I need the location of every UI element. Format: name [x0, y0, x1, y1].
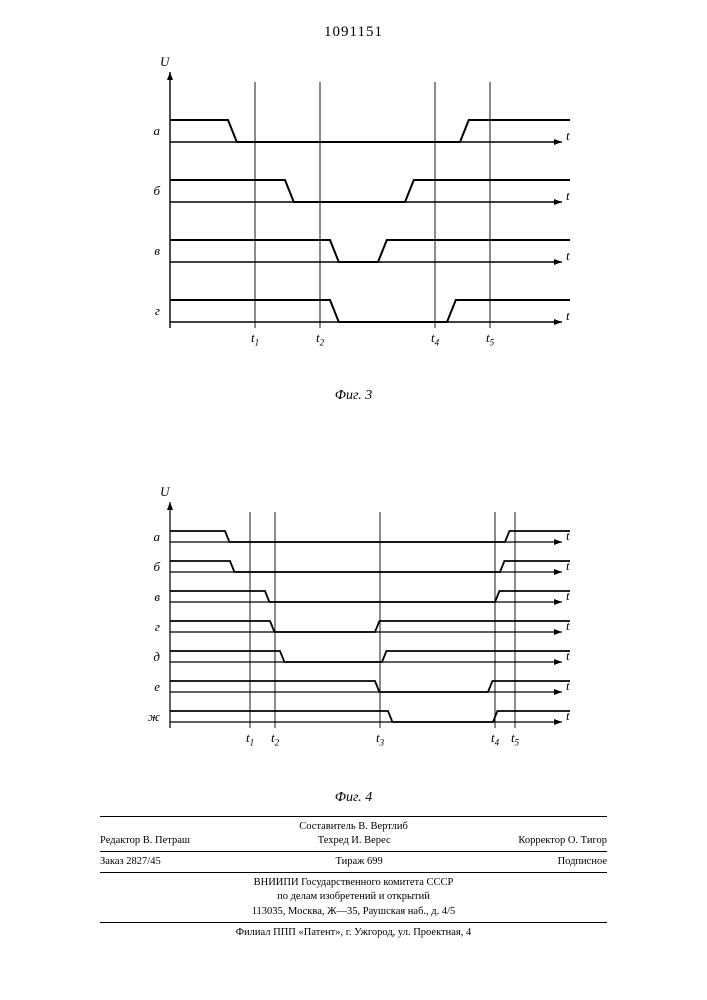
x-tick-label: t2	[316, 330, 324, 348]
x-tick-label: t3	[376, 730, 384, 748]
footer-org1: ВНИИПИ Государственного комитета СССР	[100, 876, 607, 890]
fig-row-label: б	[146, 559, 160, 575]
figure-3: U аtбtвtгtt1t2t4t5	[140, 70, 580, 358]
fig4-caption: Фиг. 4	[0, 790, 707, 806]
fig4-svg	[140, 500, 580, 758]
axis-t-label: t	[566, 708, 570, 724]
fig3-y-label: U	[160, 54, 169, 70]
x-tick-label: t4	[431, 330, 439, 348]
axis-t-label: t	[566, 648, 570, 664]
fig-row-label: а	[146, 529, 160, 545]
footer-editor: Редактор В. Петраш	[100, 834, 190, 848]
x-tick-label: t5	[486, 330, 494, 348]
fig-row-label: в	[146, 589, 160, 605]
footer-block: Составитель В. Вертлиб Редактор В. Петра…	[100, 813, 607, 940]
fig-row-label: е	[146, 679, 160, 695]
axis-t-label: t	[566, 528, 570, 544]
figure-4: U аtбtвtгtдtеtжtt1t2t3t4t5	[140, 500, 580, 758]
fig-row-label: б	[146, 183, 160, 199]
axis-t-label: t	[566, 678, 570, 694]
fig3-svg	[140, 70, 580, 358]
x-tick-label: t4	[491, 730, 499, 748]
axis-t-label: t	[566, 248, 570, 264]
axis-t-label: t	[566, 128, 570, 144]
fig-row-label: г	[146, 619, 160, 635]
footer-tech-editor: Техред И. Верес	[318, 834, 391, 848]
fig-row-label: г	[146, 303, 160, 319]
fig-row-label: д	[146, 649, 160, 665]
axis-t-label: t	[566, 308, 570, 324]
footer-corrector: Корректор О. Тигор	[518, 834, 607, 848]
axis-t-label: t	[566, 188, 570, 204]
footer-compiler: Составитель В. Вертлиб	[100, 820, 607, 834]
fig-row-label: в	[146, 243, 160, 259]
x-tick-label: t2	[271, 730, 279, 748]
axis-t-label: t	[566, 588, 570, 604]
axis-t-label: t	[566, 558, 570, 574]
fig3-caption: Фиг. 3	[0, 388, 707, 404]
fig-row-label: ж	[146, 709, 160, 725]
footer-subscription: Подписное	[558, 855, 607, 869]
axis-t-label: t	[566, 618, 570, 634]
x-tick-label: t5	[511, 730, 519, 748]
x-tick-label: t1	[246, 730, 254, 748]
document-number: 1091151	[0, 24, 707, 41]
page: 1091151 U а t б t в t г t t1 t2 t4 t5 Фиг. 3 U а t б t…	[0, 0, 707, 1000]
fig-row-label: а	[146, 123, 160, 139]
footer-tirage: Тираж 699	[335, 855, 382, 869]
footer-addr2: Филиал ППП «Патент», г. Ужгород, ул. Про…	[100, 926, 607, 940]
footer-addr1: 113035, Москва, Ж—35, Раушская наб., д. …	[100, 905, 607, 919]
x-tick-label: t1	[251, 330, 259, 348]
footer-org2: по делам изобретений и открытий	[100, 890, 607, 904]
footer-order: Заказ 2827/45	[100, 855, 161, 869]
fig4-y-label: U	[160, 484, 169, 500]
